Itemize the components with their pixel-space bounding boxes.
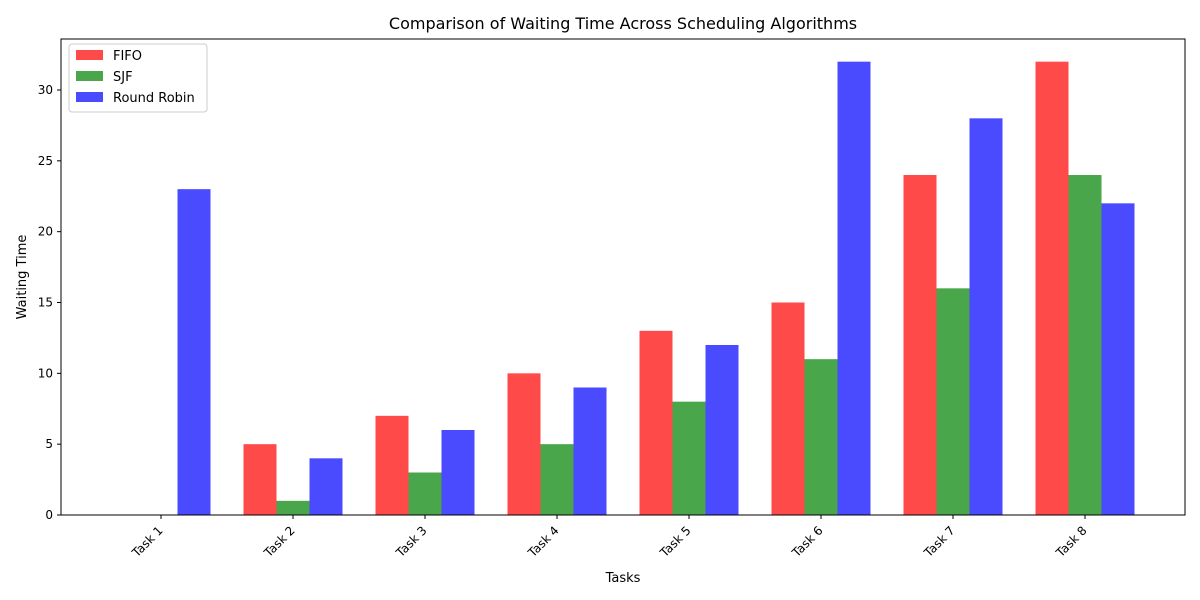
legend-box (68, 43, 208, 113)
bar-round-robin-8 (1101, 203, 1135, 516)
chart-title: Comparison of Waiting Time Across Schedu… (389, 14, 857, 33)
bar-fifo-6 (771, 302, 805, 515)
y-axis: 0 5 10 15 20 25 30 (38, 83, 61, 522)
y-tick-label: 10 (38, 366, 53, 380)
bar-round-robin-2 (309, 458, 343, 515)
legend-label-sjf: SJF (113, 70, 133, 85)
bar-fifo-5 (639, 330, 673, 515)
y-tick-label: 25 (38, 154, 53, 168)
x-tick-label: Task 5 (657, 523, 694, 560)
y-axis-label: Waiting Time (15, 235, 30, 320)
y-tick-label: 30 (38, 83, 53, 97)
x-axis-label: Tasks (605, 571, 641, 586)
y-tick-label: 15 (38, 296, 53, 310)
bar-fifo-4 (507, 373, 541, 515)
bar-sjf-3 (408, 472, 442, 515)
bar-sjf-8 (1068, 175, 1102, 515)
bar-round-robin-1 (177, 189, 211, 515)
x-tick-label: Task 3 (393, 523, 430, 560)
x-tick-label: Task 1 (129, 523, 166, 560)
bar-round-robin-3 (441, 430, 475, 515)
legend: FIFO SJF Round Robin (68, 43, 208, 113)
bar-fifo-2 (243, 444, 277, 515)
bar-sjf-6 (804, 359, 838, 515)
x-tick-label: Task 7 (921, 523, 958, 560)
y-tick-label: 20 (38, 225, 53, 239)
x-tick-label: Task 4 (525, 523, 562, 560)
bar-fifo-3 (375, 415, 409, 515)
x-tick-label: Task 2 (261, 523, 298, 560)
x-tick-label: Task 6 (789, 523, 826, 560)
bars-group (177, 61, 1135, 516)
bar-sjf-5 (672, 401, 706, 515)
legend-swatch-sjf (76, 71, 103, 81)
bar-sjf-4 (540, 444, 574, 515)
bar-round-robin-7 (969, 118, 1003, 515)
bar-round-robin-4 (573, 387, 607, 515)
x-tick-label: Task 8 (1053, 523, 1090, 560)
bar-sjf-7 (936, 288, 970, 515)
y-tick-label: 0 (45, 508, 53, 522)
bar-round-robin-6 (837, 61, 871, 516)
legend-swatch-fifo (76, 50, 103, 60)
bar-round-robin-5 (705, 345, 739, 515)
y-tick-label: 5 (45, 437, 53, 451)
bar-sjf-2 (276, 500, 310, 515)
legend-label-fifo: FIFO (113, 49, 142, 64)
bar-fifo-8 (1035, 61, 1069, 516)
x-axis: Task 1 Task 2 Task 3 Task 4 Task 5 Task 6 Task… (129, 515, 1090, 560)
legend-label-round-robin: Round Robin (113, 91, 195, 106)
plot-frame (60, 38, 1186, 516)
legend-swatch-round-robin (76, 92, 103, 102)
bar-fifo-7 (903, 175, 937, 515)
